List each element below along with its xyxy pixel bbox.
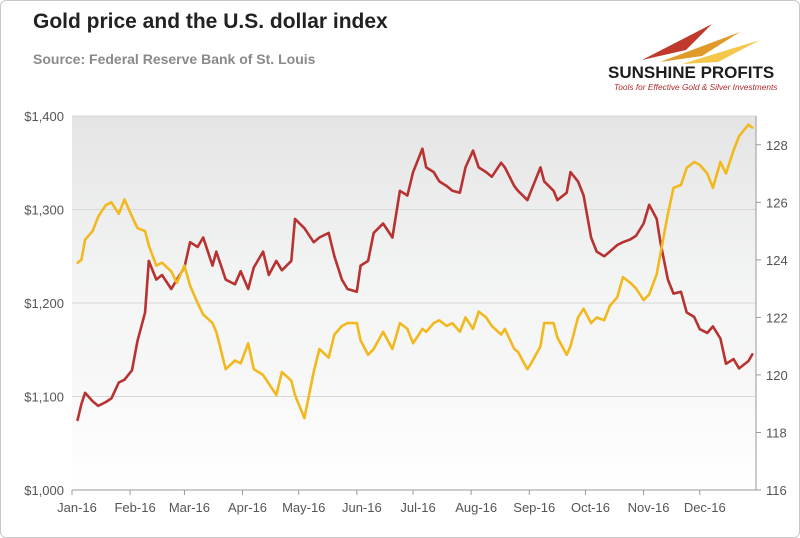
x-tick-label: Feb-16 bbox=[114, 500, 155, 515]
x-tick-label: Dec-16 bbox=[684, 500, 726, 515]
sunshine-logo-icon bbox=[642, 24, 760, 64]
x-axis-ticks: Jan-16 Feb-16 Mar-16 Apr-16 May-16 Jun-16 Jul-… bbox=[57, 490, 726, 515]
logo-tagline: Tools for Effective Gold & Silver Invest… bbox=[614, 82, 778, 92]
x-tick-label: Apr-16 bbox=[228, 500, 267, 515]
right-tick-label: 120 bbox=[766, 368, 788, 383]
x-tick-label: Oct-16 bbox=[571, 500, 610, 515]
left-axis-ticks: $1,000 $1,100 $1,200 $1,300 $1,400 bbox=[24, 109, 64, 498]
right-tick-label: 118 bbox=[766, 425, 787, 440]
series-lines bbox=[76, 123, 754, 422]
x-tick-label: Jun-16 bbox=[342, 500, 382, 515]
left-tick-label: $1,300 bbox=[24, 203, 64, 218]
left-tick-label: $1,000 bbox=[24, 483, 64, 498]
chart-title: Gold price and the U.S. dollar index bbox=[33, 10, 388, 33]
x-tick-label: Sep-16 bbox=[513, 500, 555, 515]
left-tick-label: $1,100 bbox=[24, 390, 64, 405]
left-tick-label: $1,400 bbox=[24, 109, 64, 124]
right-tick-label: 128 bbox=[766, 138, 788, 153]
series-line-2 bbox=[76, 123, 754, 420]
right-tick-label: 116 bbox=[766, 483, 787, 498]
x-tick-label: Mar-16 bbox=[169, 500, 210, 515]
logo-name: SUNSHINE PROFITS bbox=[608, 63, 775, 82]
x-tick-label: Nov-16 bbox=[628, 500, 670, 515]
left-tick-label: $1,200 bbox=[24, 296, 64, 311]
x-tick-label: Aug-16 bbox=[455, 500, 497, 515]
right-axis-ticks: 116 118 120 122 124 126 128 bbox=[756, 138, 788, 498]
x-tick-label: May-16 bbox=[282, 500, 325, 515]
x-tick-label: Jul-16 bbox=[400, 500, 435, 515]
chart-subtitle: Source: Federal Reserve Bank of St. Loui… bbox=[33, 51, 316, 67]
right-tick-label: 122 bbox=[766, 310, 788, 325]
right-tick-label: 124 bbox=[766, 253, 788, 268]
x-tick-label: Jan-16 bbox=[57, 500, 97, 515]
right-tick-label: 126 bbox=[766, 195, 788, 210]
